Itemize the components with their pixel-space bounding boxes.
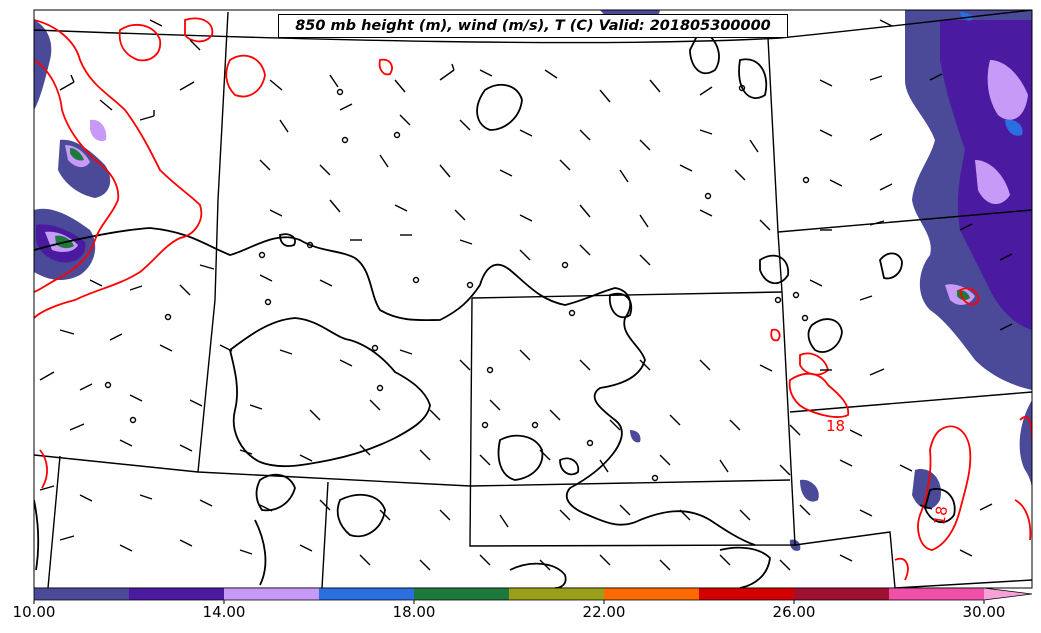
political-boundaries bbox=[34, 10, 1032, 588]
colorbar bbox=[33, 587, 1033, 604]
map-background bbox=[34, 10, 1032, 588]
colorbar-extend-arrow bbox=[984, 588, 1032, 600]
colorbar-segment bbox=[889, 588, 984, 600]
contour-label: 18 bbox=[826, 417, 845, 435]
colorbar-segment bbox=[604, 588, 699, 600]
colorbar-segment bbox=[34, 588, 129, 600]
colorbar-segment bbox=[224, 588, 319, 600]
temperature-contours bbox=[34, 17, 1032, 581]
colorbar-tick-label: 10.00 bbox=[12, 603, 56, 621]
wind-barbs bbox=[39, 19, 1013, 571]
colorbar-segment bbox=[794, 588, 889, 600]
colorbar-tick-label: 14.00 bbox=[202, 603, 246, 621]
colorbar-segment bbox=[509, 588, 604, 600]
calm-wind-markers bbox=[104, 84, 810, 482]
colorbar-segment bbox=[319, 588, 414, 600]
map-title: 850 mb height (m), wind (m/s), T (C) Val… bbox=[278, 14, 788, 38]
colorbar-tick-label: 18.00 bbox=[392, 603, 436, 621]
colorbar-segment bbox=[129, 588, 224, 600]
contour-label: 18 bbox=[930, 505, 951, 527]
colorbar-tick-label: 22.00 bbox=[582, 603, 626, 621]
colorbar-segment bbox=[414, 588, 509, 600]
shaded-field-west bbox=[34, 20, 111, 281]
shaded-field-east bbox=[600, 10, 1032, 551]
colorbar-tick-label: 30.00 bbox=[962, 603, 1006, 621]
colorbar-segment bbox=[699, 588, 794, 600]
height-contours bbox=[34, 28, 956, 588]
colorbar-tick-label: 26.00 bbox=[772, 603, 816, 621]
